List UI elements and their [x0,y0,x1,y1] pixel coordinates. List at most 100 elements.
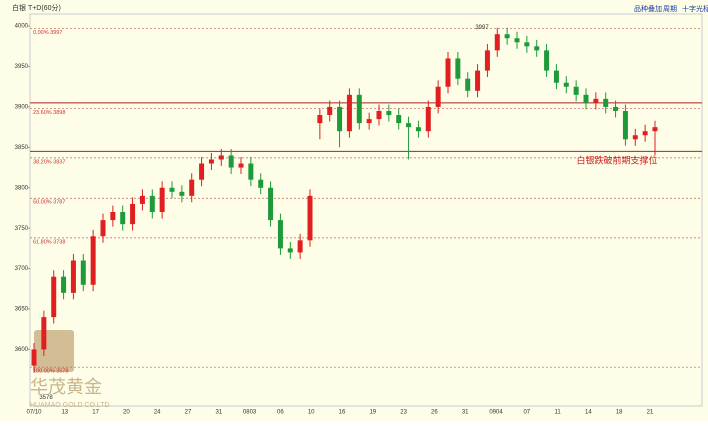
x-tick-label: 18 [616,410,623,416]
candle-body [415,127,421,132]
x-tick-label: 17 [92,410,99,416]
candle-body [238,163,244,168]
x-tick-label: 20 [123,410,130,416]
y-tick-label: 3800 [15,185,29,191]
candle-body [139,195,145,204]
candle-body [110,212,116,221]
y-tick-label: 3650 [15,307,29,313]
candle-body [41,317,47,350]
candle-body [632,135,638,140]
candle-body [149,195,155,213]
y-tick-label: 3850 [15,145,29,151]
candle-body [514,38,520,43]
x-tick-label: 0904 [489,410,503,416]
candle-body [435,86,441,107]
candle-body [51,276,57,318]
candle-body [100,220,106,237]
toolbar-item[interactable]: 周期 [663,5,677,13]
x-tick-label: 07 [523,410,530,416]
candle-body [199,163,205,180]
candle-body [208,159,214,164]
fib-label: 23.60% 3898 [33,110,65,116]
candle-body [563,82,569,87]
candle-body [228,155,234,168]
candle-body [603,98,609,107]
candle-body [61,276,67,293]
candle-body [366,119,372,124]
peak-label: 3997 [475,25,489,31]
candle-body [346,94,352,132]
candle-body [465,78,471,91]
y-tick-label: 4000 [15,24,29,30]
candle-body [425,106,431,132]
x-tick-label: 13 [61,410,68,416]
candle-body [337,106,343,132]
y-tick-label: 3750 [15,226,29,232]
x-tick-label: 31 [462,410,469,416]
candle-body [553,70,559,83]
candle-body [593,98,599,103]
candle-body [179,191,185,196]
candle-body [386,110,392,116]
annotation: 白银跌破前期支撑位 [576,154,657,165]
fib-label: 0.00% 3997 [33,30,62,36]
candle-body [297,240,303,253]
y-tick-label: 3950 [15,64,29,70]
candle-body [622,110,628,140]
candle-body [248,163,254,180]
candle-body [169,187,175,192]
candle-body [130,203,136,225]
x-tick-label: 26 [431,410,438,416]
candle-body [445,58,451,87]
toolbar-item[interactable]: 十字光标 [682,4,708,13]
candle-body [70,260,76,293]
logo-icon [34,330,74,372]
candle-body [376,110,382,120]
candle-body [218,155,224,160]
candle-body [356,94,362,124]
x-tick-label: 19 [369,410,376,416]
candle-body [327,106,333,116]
candle-body [613,106,619,111]
candle-body [317,115,323,124]
candle-body [524,42,530,47]
x-tick-label: 23 [400,410,407,416]
candle-body [80,260,86,285]
x-tick-label: 11 [554,410,561,416]
fib-label: 100.00% 3578 [33,369,68,375]
candle-body [90,236,96,285]
candle-body [534,46,540,51]
toolbar-item[interactable]: 品种叠加 [634,4,662,13]
plot-frame [29,13,703,407]
candle-body [189,179,195,196]
candle-body [277,220,283,249]
x-tick-label: 31 [215,410,222,416]
x-tick-label: 21 [647,410,654,416]
candle-body [455,58,461,79]
candle-body [287,248,293,253]
logo-name: 华茂黄金 [30,377,102,397]
x-tick-label: 0803 [243,410,257,416]
candle-body [475,70,481,91]
fib-label: 61.80% 3738 [33,239,65,245]
candle-body [268,187,274,221]
y-tick-label: 3600 [15,347,29,353]
x-tick-label: 27 [185,410,192,416]
candle-body [31,349,37,366]
candle-body [583,94,589,103]
fib-label: 38.20% 3837 [33,159,65,165]
logo-sub: HUAMAO GOLD CO.LTD [30,402,110,409]
x-tick-label: 14 [585,410,592,416]
candle-body [396,115,402,124]
candle-body [573,86,579,95]
candle-body [307,195,313,241]
fib-label: 50.00% 3787 [33,200,65,206]
candle-body [484,50,490,71]
x-tick-label: 24 [154,410,161,416]
chart-title: 白银 T+D(60分) [12,3,61,12]
x-tick-label: 07/10 [26,410,42,416]
candle-body [494,34,500,51]
y-tick-label: 3700 [15,266,29,272]
